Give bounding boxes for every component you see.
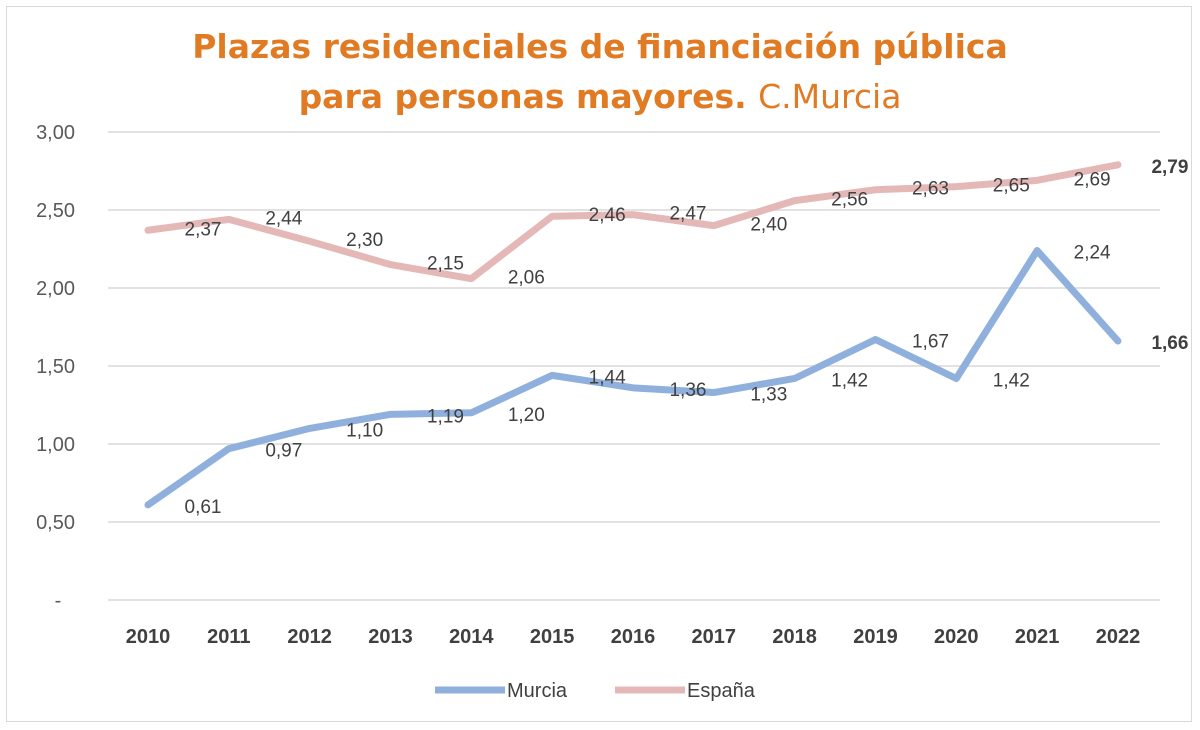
x-tick-label: 2020 bbox=[934, 626, 979, 648]
data-label: 1,66 bbox=[1151, 333, 1188, 354]
x-tick-label: 2015 bbox=[530, 626, 575, 648]
x-tick-label: 2013 bbox=[368, 626, 413, 648]
x-tick-label: 2010 bbox=[126, 626, 171, 648]
y-tick-label: 3,00 bbox=[36, 122, 75, 144]
data-label: 2,46 bbox=[589, 205, 626, 226]
data-label: 1,42 bbox=[831, 370, 868, 391]
y-tick-label: 1,50 bbox=[36, 356, 75, 378]
data-label: 2,40 bbox=[750, 215, 787, 236]
data-label: 2,30 bbox=[346, 230, 383, 251]
data-label: 1,44 bbox=[589, 367, 626, 388]
data-label: 0,97 bbox=[265, 441, 302, 462]
data-label: 2,37 bbox=[185, 219, 222, 240]
x-tick-label: 2014 bbox=[449, 626, 494, 648]
x-tick-label: 2016 bbox=[611, 626, 656, 648]
data-label: 2,63 bbox=[912, 179, 949, 200]
data-label: 1,33 bbox=[750, 385, 787, 406]
data-label: 2,47 bbox=[669, 204, 706, 225]
y-tick-label: 2,50 bbox=[36, 200, 75, 222]
y-tick-label: 1,00 bbox=[36, 434, 75, 456]
x-tick-label: 2019 bbox=[853, 626, 898, 648]
title-line-2: para personas mayores. C.Murcia bbox=[0, 72, 1200, 122]
data-label: 2,65 bbox=[993, 176, 1030, 197]
data-label: 2,44 bbox=[265, 208, 302, 229]
data-label: 1,36 bbox=[669, 380, 706, 401]
data-label: 1,67 bbox=[912, 331, 949, 352]
y-tick-label: 2,00 bbox=[36, 278, 75, 300]
data-label: 1,19 bbox=[427, 406, 464, 427]
legend-label: Murcia bbox=[507, 680, 568, 702]
data-label: 0,61 bbox=[185, 497, 222, 518]
x-tick-label: 2021 bbox=[1015, 626, 1060, 648]
x-tick-label: 2017 bbox=[692, 626, 737, 648]
data-label: 2,24 bbox=[1074, 243, 1111, 264]
data-label: 1,20 bbox=[508, 405, 545, 426]
data-label: 2,69 bbox=[1074, 169, 1111, 190]
data-label: 2,56 bbox=[831, 190, 868, 211]
chart-frame bbox=[6, 6, 1192, 722]
data-label: 1,10 bbox=[346, 420, 383, 441]
chart-subtitle: C.Murcia bbox=[758, 77, 902, 116]
data-label: 1,42 bbox=[993, 370, 1030, 391]
y-tick-label: 0,50 bbox=[36, 512, 75, 534]
data-label: 2,79 bbox=[1151, 157, 1188, 178]
x-tick-label: 2018 bbox=[772, 626, 817, 648]
data-label: 2,15 bbox=[427, 254, 464, 275]
x-tick-label: 2012 bbox=[287, 626, 332, 648]
title-line-2-text: para personas mayores. bbox=[298, 77, 747, 116]
chart-title: Plazas residenciales de financiación púb… bbox=[0, 22, 1200, 122]
x-tick-label: 2011 bbox=[207, 626, 250, 648]
title-line-1: Plazas residenciales de financiación púb… bbox=[192, 27, 1008, 66]
y-tick-label: - bbox=[55, 590, 62, 612]
legend-label: España bbox=[687, 680, 756, 702]
x-tick-label: 2022 bbox=[1096, 626, 1141, 648]
data-label: 2,06 bbox=[508, 268, 545, 289]
